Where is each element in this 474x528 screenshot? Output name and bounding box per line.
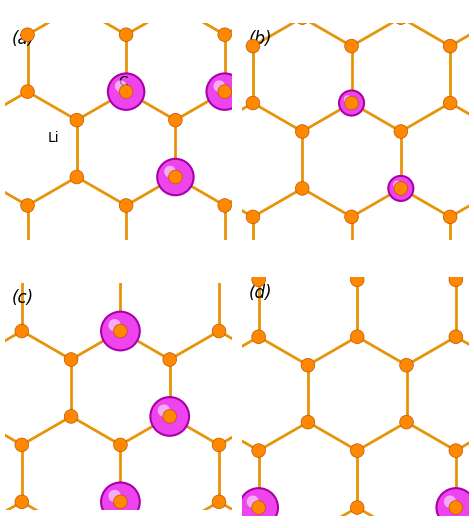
Circle shape [115, 80, 127, 92]
Circle shape [443, 39, 457, 53]
Circle shape [21, 28, 34, 42]
Circle shape [70, 0, 83, 13]
Text: (d): (d) [248, 284, 272, 302]
Circle shape [350, 273, 364, 287]
Circle shape [295, 182, 309, 195]
Circle shape [158, 404, 170, 417]
Circle shape [109, 319, 121, 332]
Circle shape [449, 330, 463, 344]
Text: (a): (a) [11, 30, 35, 48]
Circle shape [64, 353, 78, 366]
Circle shape [169, 0, 182, 13]
Text: C: C [118, 75, 128, 89]
Circle shape [212, 267, 226, 281]
Circle shape [15, 495, 28, 508]
Circle shape [218, 85, 231, 98]
Circle shape [119, 28, 133, 42]
Circle shape [394, 11, 408, 24]
Circle shape [212, 438, 226, 452]
Circle shape [64, 410, 78, 423]
Circle shape [443, 210, 457, 224]
Circle shape [15, 438, 28, 452]
Circle shape [119, 85, 133, 98]
Circle shape [218, 28, 231, 42]
Circle shape [298, 312, 337, 351]
Circle shape [169, 114, 182, 127]
Circle shape [207, 73, 243, 110]
Circle shape [350, 501, 364, 514]
Circle shape [400, 359, 413, 372]
Text: (c): (c) [11, 289, 34, 307]
Circle shape [150, 397, 189, 436]
Circle shape [114, 495, 127, 508]
Circle shape [114, 438, 127, 452]
Circle shape [345, 96, 358, 110]
Circle shape [449, 444, 463, 457]
Circle shape [246, 96, 260, 110]
Circle shape [101, 312, 140, 351]
Circle shape [246, 495, 259, 508]
Circle shape [157, 159, 193, 195]
Circle shape [344, 95, 352, 103]
Circle shape [15, 324, 28, 338]
Circle shape [394, 182, 408, 195]
Circle shape [345, 210, 358, 224]
Circle shape [169, 170, 182, 184]
Circle shape [301, 416, 315, 429]
Circle shape [114, 267, 127, 281]
Circle shape [119, 199, 133, 212]
Circle shape [21, 199, 34, 212]
Text: Li: Li [48, 131, 59, 145]
Circle shape [394, 125, 408, 138]
Circle shape [252, 330, 265, 344]
Circle shape [350, 444, 364, 457]
Circle shape [394, 239, 407, 252]
Circle shape [213, 80, 225, 92]
Circle shape [388, 176, 413, 201]
Circle shape [437, 488, 474, 527]
Circle shape [101, 483, 140, 521]
Circle shape [15, 267, 28, 281]
Circle shape [108, 73, 144, 110]
Text: (b): (b) [248, 30, 272, 48]
Circle shape [449, 273, 463, 287]
Circle shape [163, 410, 176, 423]
Circle shape [70, 114, 83, 127]
Circle shape [109, 490, 121, 502]
Circle shape [301, 359, 315, 372]
Circle shape [218, 199, 231, 212]
Circle shape [393, 181, 401, 188]
Circle shape [252, 444, 265, 457]
Circle shape [212, 495, 226, 508]
Circle shape [339, 90, 364, 116]
Circle shape [444, 495, 456, 508]
Circle shape [252, 501, 265, 514]
Circle shape [350, 330, 364, 344]
Circle shape [295, 11, 309, 24]
Circle shape [252, 273, 265, 287]
Circle shape [70, 170, 83, 184]
Circle shape [246, 210, 260, 224]
Circle shape [212, 324, 226, 338]
Circle shape [295, 125, 309, 138]
Circle shape [239, 488, 278, 527]
Circle shape [21, 85, 34, 98]
Circle shape [306, 319, 318, 332]
Circle shape [163, 353, 176, 366]
Circle shape [164, 166, 176, 177]
Circle shape [400, 416, 413, 429]
Circle shape [387, 232, 426, 271]
Circle shape [114, 324, 127, 338]
Circle shape [246, 39, 260, 53]
Circle shape [345, 39, 358, 53]
Circle shape [443, 96, 457, 110]
Circle shape [449, 501, 463, 514]
